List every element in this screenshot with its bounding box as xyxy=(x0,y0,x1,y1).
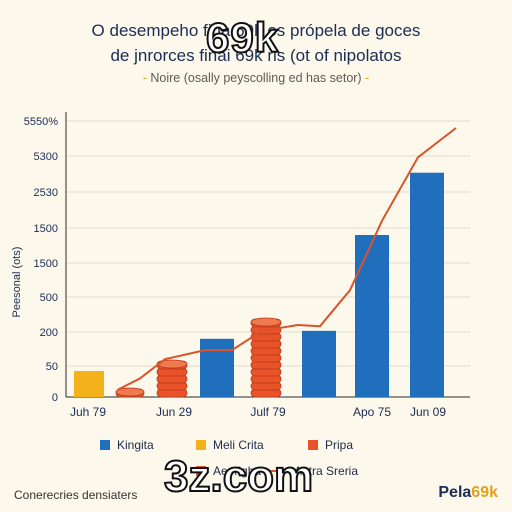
coin-stack-top xyxy=(156,359,188,369)
y-tick-label: 0 xyxy=(52,392,58,404)
legend-item-aeerigha: Aeerigha xyxy=(196,464,261,478)
y-tick-label: 5300 xyxy=(34,151,58,163)
y-tick-label: 2530 xyxy=(34,187,58,199)
chart-subtitle: - Noire (osally peyscolling ed has setor… xyxy=(0,71,512,85)
legend-swatch-pripa xyxy=(308,440,318,450)
watermark-top: 69k xyxy=(205,13,280,62)
y-tick-label: 5550% xyxy=(24,116,58,128)
legend-label-kingita: Kingita xyxy=(117,438,154,452)
legend-label-meli-crita: Meli Crita xyxy=(213,438,264,452)
legend-label-aeerigha: Aeerigha xyxy=(213,464,262,478)
y-tick-label: 500 xyxy=(40,292,58,304)
y-tick-label: 1500 xyxy=(34,258,58,270)
x-tick-label: Julf 79 xyxy=(250,405,286,419)
y-tick-label: 50 xyxy=(46,361,58,373)
legend-swatch-meli-crita xyxy=(196,440,206,450)
coin-stack-top xyxy=(250,317,282,327)
brand-main: Pela xyxy=(438,484,472,501)
legend-swatch-aeerigha xyxy=(196,466,206,476)
chart-legend: Kingita Meli Crita Pripa Aeerigha Antra … xyxy=(100,438,500,482)
bar xyxy=(355,235,389,397)
watermark-bottom: 3z.com xyxy=(163,451,314,502)
legend-item-kingita: Kingita xyxy=(100,438,154,452)
brand-accent: 69k xyxy=(471,484,498,501)
legend-label-pripa: Pripa xyxy=(325,438,354,452)
chart-title-line-1: O desempeho fina 69k os própela de goces xyxy=(91,21,421,40)
subtitle-marker-left: - xyxy=(142,71,147,85)
trend-line xyxy=(117,127,457,391)
x-tick-label: Jun 29 xyxy=(156,405,192,419)
subtitle-marker-right: - xyxy=(365,71,370,85)
x-tick-label: Apo 75 xyxy=(353,405,391,419)
x-tick-label: Juh 79 xyxy=(70,405,106,419)
bar xyxy=(74,370,104,397)
bar xyxy=(302,330,336,397)
subtitle-text: Noire (osally peyscolling ed has setor) xyxy=(150,71,362,85)
x-tick-label: Jun 09 xyxy=(410,405,446,419)
legend-label-antra-sreria: Antra Sreria xyxy=(294,464,359,478)
bar xyxy=(200,338,234,397)
legend-swatch-kingita xyxy=(100,440,110,450)
legend-item-pripa: Pripa xyxy=(308,438,353,452)
legend-item-meli-crita: Meli Crita xyxy=(196,438,264,452)
y-axis-label: Peesonal (ots) xyxy=(11,246,23,318)
brand-logo: Pela69k xyxy=(438,484,498,502)
footer-text: Conerecries densiaters xyxy=(14,488,138,502)
bar xyxy=(410,172,444,397)
y-tick-label: 200 xyxy=(40,327,58,339)
chart-title-line-2: de jnrorces finai 69k ris (ot of nipolat… xyxy=(110,46,402,65)
legend-line-antra-sreria xyxy=(270,470,288,472)
legend-item-antra-sreria: Antra Sreria xyxy=(270,464,358,478)
coin-stack-top xyxy=(115,387,145,397)
y-tick-label: 1500 xyxy=(34,223,58,235)
